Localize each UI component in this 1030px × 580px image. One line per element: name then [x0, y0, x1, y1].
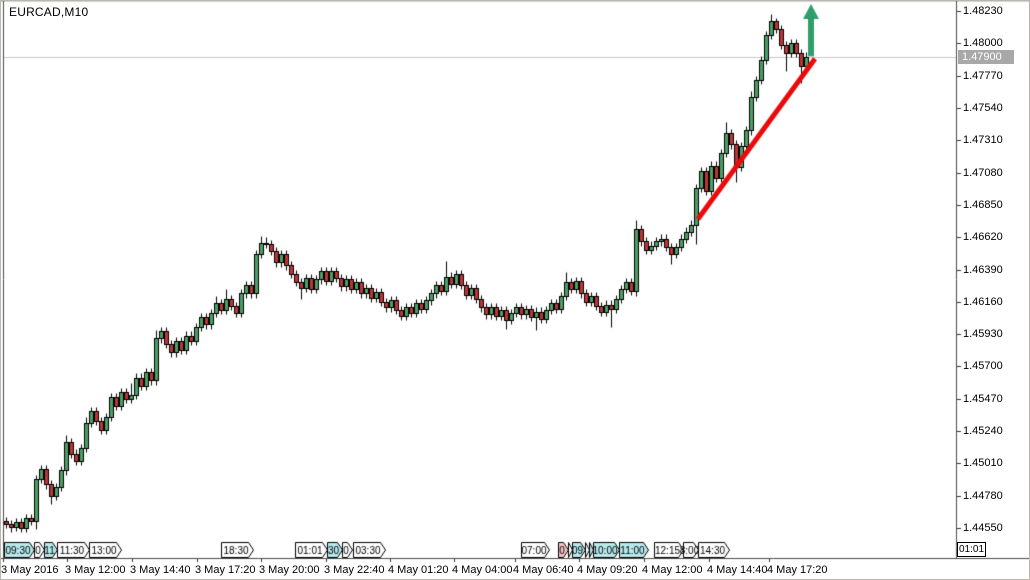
price-axis-label: 1.48000 — [963, 37, 1003, 50]
price-axis-label: 1.46620 — [963, 231, 1003, 244]
price-axis-label: 1.48230 — [963, 5, 1003, 17]
price-axis-label: 1.47310 — [963, 134, 1003, 147]
price-axis-label: 1.47770 — [963, 69, 1003, 82]
bar-countdown-clock: 01:01 — [957, 542, 986, 557]
time-axis-label: 4 May 12:00 — [642, 564, 703, 576]
price-axis-label: 1.47080 — [963, 166, 1003, 179]
time-axis-label: 3 May 22:40 — [324, 564, 385, 576]
price-axis-label: 1.45240 — [963, 425, 1003, 438]
price-axis-label: 1.46160 — [963, 295, 1003, 308]
price-axis-label: 1.46850 — [963, 198, 1003, 211]
time-axis-label: 4 May 17:20 — [767, 564, 828, 576]
price-axis[interactable]: 1.48230 1.48000 1.47770 1.47540 1.47310 1.470… — [957, 1, 1029, 558]
time-axis-label: 3 May 20:00 — [259, 564, 320, 576]
symbol-timeframe-label: EURCAD,M10 — [9, 5, 89, 19]
time-axis-label: 3 May 14:40 — [130, 564, 191, 576]
time-axis-label: 4 May 01:20 — [388, 564, 449, 576]
time-axis-label: 3 May 2016 — [1, 564, 59, 576]
price-axis-label: 1.45700 — [963, 360, 1003, 373]
price-axis-label: 1.44780 — [963, 489, 1003, 502]
price-axis-label: 1.45010 — [963, 457, 1003, 470]
price-axis-label: 1.44550 — [963, 522, 1003, 534]
time-axis-label: 4 May 09:20 — [577, 564, 638, 576]
time-axis-label: 4 May 04:00 — [452, 564, 513, 576]
time-axis[interactable]: 3 May 2016 3 May 12:00 3 May 14:40 3 May 17… — [1, 559, 1029, 579]
time-axis-label: 3 May 12:00 — [65, 564, 126, 576]
price-axis-label: 1.45930 — [963, 328, 1003, 341]
time-axis-label: 4 May 06:40 — [513, 564, 574, 576]
price-axis-label: 1.46390 — [963, 263, 1003, 276]
current-price-label: 1.47900 — [958, 50, 1014, 65]
price-axis-label: 1.45470 — [963, 392, 1003, 405]
time-axis-label: 3 May 17:20 — [195, 564, 256, 576]
time-axis-label: 4 May 14:40 — [707, 564, 768, 576]
price-axis-label: 1.47540 — [963, 101, 1003, 114]
